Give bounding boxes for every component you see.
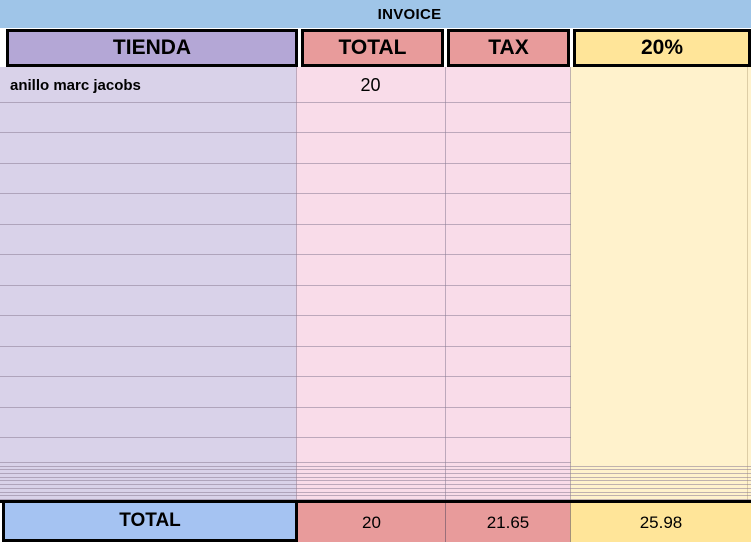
table-row-thin[interactable] (0, 463, 751, 467)
table-row-thin[interactable] (0, 474, 751, 478)
cell-total-row1-text: 20 (360, 74, 381, 95)
column-fill-tax[interactable] (445, 67, 570, 500)
table-row[interactable] (0, 103, 571, 133)
table-row-thin[interactable] (0, 496, 751, 500)
header-label-total: TOTAL (338, 36, 407, 59)
grid-rows-thin (0, 463, 751, 500)
table-row[interactable] (0, 286, 571, 316)
header-label-tienda: TIENDA (112, 36, 192, 59)
cell-tienda-row1[interactable]: anillo marc jacobs (10, 67, 141, 103)
footer-total-label: TOTAL (119, 510, 181, 531)
header-cell-total[interactable]: TOTAL (301, 29, 444, 67)
footer-top-border (0, 500, 751, 503)
table-row[interactable] (0, 133, 571, 164)
footer-cell-total-value[interactable]: 20 (298, 503, 445, 542)
footer-cell-total-label[interactable]: TOTAL (2, 500, 298, 542)
header-cell-tienda[interactable]: TIENDA (6, 29, 298, 67)
faint-column-divider (747, 67, 748, 500)
table-row-thin[interactable] (0, 481, 751, 486)
table-row[interactable] (0, 164, 571, 194)
table-row[interactable] (0, 408, 571, 438)
column-fill-tienda[interactable] (0, 67, 296, 500)
invoice-title: INVOICE (377, 5, 442, 23)
header-label-20pct: 20% (640, 36, 684, 59)
table-row[interactable] (0, 347, 571, 377)
table-row-thin[interactable] (0, 470, 751, 475)
footer-cell-tax-value[interactable]: 21.65 (445, 503, 570, 542)
cell-tienda-row1-text: anillo marc jacobs (10, 76, 141, 94)
header-cell-tax[interactable]: TAX (447, 29, 570, 67)
column-fill-total[interactable] (296, 67, 445, 500)
footer-cell-20pct-value[interactable]: 25.98 (570, 503, 751, 542)
table-row[interactable] (0, 438, 571, 463)
table-row-thin[interactable] (0, 489, 751, 493)
cell-total-row1[interactable]: 20 (296, 67, 445, 103)
footer-tax-value: 21.65 (486, 512, 530, 532)
header-cell-20pct[interactable]: 20% (573, 29, 751, 67)
column-fill-20pct[interactable] (570, 67, 751, 500)
table-row[interactable] (0, 316, 571, 347)
table-row-thin[interactable] (0, 485, 751, 489)
table-row-thin[interactable] (0, 478, 751, 482)
table-row-thin[interactable] (0, 467, 751, 471)
table-row[interactable] (0, 377, 571, 408)
table-row[interactable] (0, 67, 571, 103)
header-label-tax: TAX (488, 36, 529, 59)
table-row[interactable] (0, 225, 571, 255)
footer-20pct-value: 25.98 (639, 512, 683, 532)
invoice-title-banner[interactable]: INVOICE (0, 0, 751, 28)
table-row[interactable] (0, 255, 571, 286)
grid-rows (0, 67, 571, 463)
table-row[interactable] (0, 194, 571, 225)
table-row-thin[interactable] (0, 493, 751, 497)
footer-total-value: 20 (362, 512, 381, 532)
